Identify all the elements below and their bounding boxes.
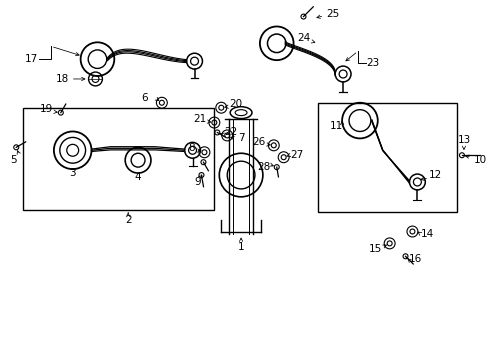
Text: 18: 18 [56,74,70,84]
Bar [23,108,214,210]
Text: 8: 8 [188,143,195,153]
Text: 25: 25 [326,9,340,19]
Text: 3: 3 [70,168,76,178]
Bar [318,103,457,212]
Text: 7: 7 [238,134,245,143]
Ellipse shape [230,107,252,118]
Text: 11: 11 [330,121,343,131]
Text: 9: 9 [194,177,201,187]
Text: 13: 13 [457,135,470,145]
Text: 14: 14 [421,229,434,239]
Text: 20: 20 [230,99,243,109]
Text: 17: 17 [24,54,38,64]
Text: 2: 2 [125,215,131,225]
Text: 28: 28 [257,162,270,172]
Text: 6: 6 [142,93,148,103]
Text: 23: 23 [366,58,379,68]
Text: 15: 15 [369,244,382,254]
Text: 5: 5 [10,155,17,165]
Text: 22: 22 [224,127,238,138]
Text: 21: 21 [193,114,206,123]
Text: 10: 10 [474,155,487,165]
Text: 19: 19 [39,104,52,114]
Ellipse shape [235,110,247,116]
Text: 4: 4 [135,172,142,182]
Text: 1: 1 [238,242,245,252]
Text: 12: 12 [429,170,442,180]
Text: 27: 27 [290,150,303,160]
Text: 24: 24 [297,33,310,43]
Text: 26: 26 [252,138,266,147]
Text: 16: 16 [409,254,422,264]
